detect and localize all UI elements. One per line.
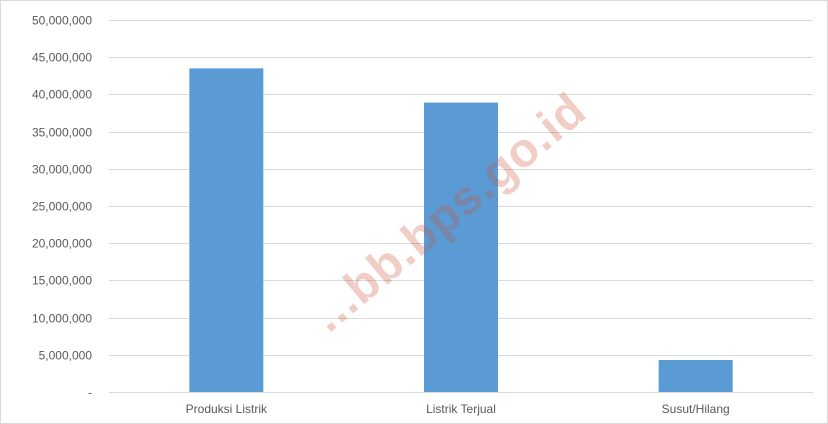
y-tick-label: 10,000,000	[32, 312, 92, 326]
y-tick-label: 15,000,000	[32, 274, 92, 288]
y-tick-label: 20,000,000	[32, 237, 92, 251]
y-tick-label: 50,000,000	[32, 14, 92, 28]
x-tick-label: Listrik Terjual	[426, 402, 496, 416]
y-tick-label: 40,000,000	[32, 88, 92, 102]
y-tick-label: -	[88, 386, 92, 400]
y-tick-label: 30,000,000	[32, 163, 92, 177]
bar	[424, 102, 498, 393]
x-tick-label: Produksi Listrik	[186, 402, 268, 416]
bar	[189, 68, 264, 393]
x-tick-label: Susut/Hilang	[662, 402, 730, 416]
y-tick-label: 5,000,000	[39, 349, 93, 363]
y-tick-label: 25,000,000	[32, 200, 92, 214]
y-tick-label: 45,000,000	[32, 51, 92, 65]
bar	[658, 360, 733, 392]
y-tick-label: 35,000,000	[32, 126, 92, 140]
